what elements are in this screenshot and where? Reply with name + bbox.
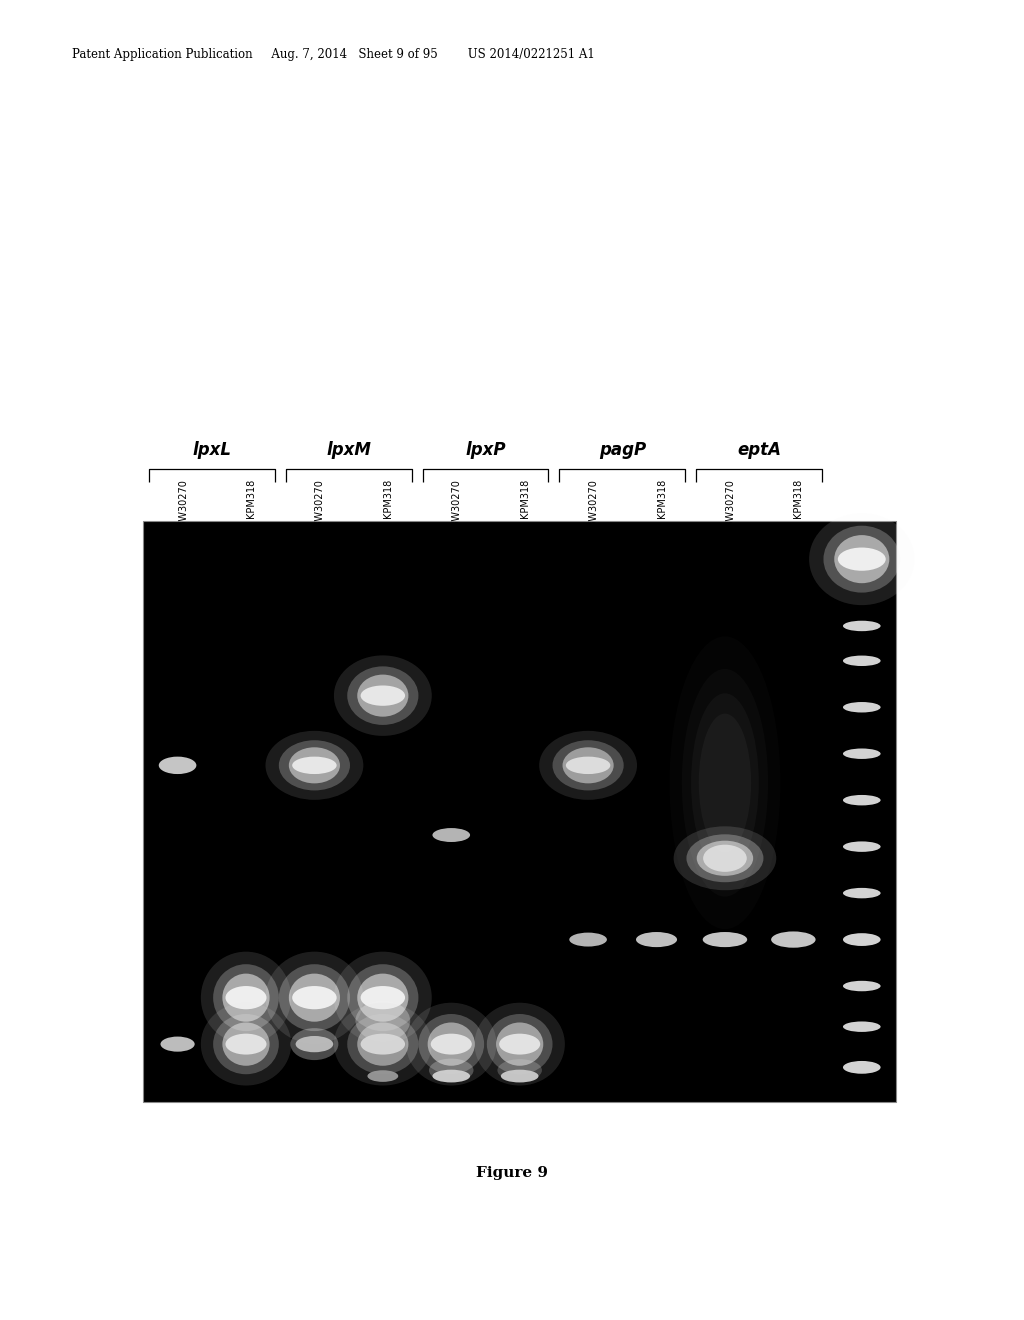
Ellipse shape bbox=[289, 974, 340, 1022]
Text: BW30270: BW30270 bbox=[725, 479, 735, 527]
Ellipse shape bbox=[486, 1014, 553, 1074]
Ellipse shape bbox=[360, 685, 406, 706]
Ellipse shape bbox=[225, 986, 266, 1010]
Ellipse shape bbox=[419, 1014, 484, 1074]
Ellipse shape bbox=[347, 964, 419, 1031]
Text: KPM318: KPM318 bbox=[246, 479, 256, 519]
Text: pagP: pagP bbox=[599, 441, 646, 459]
Ellipse shape bbox=[843, 841, 881, 851]
Ellipse shape bbox=[823, 525, 900, 593]
Text: KPM318: KPM318 bbox=[520, 479, 529, 519]
Ellipse shape bbox=[843, 1061, 881, 1073]
Ellipse shape bbox=[835, 535, 889, 583]
Ellipse shape bbox=[843, 1022, 881, 1032]
Text: lpxP: lpxP bbox=[465, 441, 506, 459]
Ellipse shape bbox=[222, 1023, 269, 1065]
Ellipse shape bbox=[843, 656, 881, 667]
Ellipse shape bbox=[201, 1003, 291, 1085]
Ellipse shape bbox=[347, 1014, 419, 1074]
Text: BW30270: BW30270 bbox=[177, 479, 187, 527]
Text: lpxM: lpxM bbox=[327, 441, 371, 459]
Ellipse shape bbox=[566, 756, 610, 774]
Ellipse shape bbox=[161, 1036, 195, 1052]
Ellipse shape bbox=[357, 1023, 409, 1065]
Ellipse shape bbox=[809, 513, 914, 605]
Text: KPM318: KPM318 bbox=[383, 479, 393, 519]
Ellipse shape bbox=[499, 1034, 541, 1055]
Ellipse shape bbox=[279, 741, 350, 791]
Text: KPM318: KPM318 bbox=[794, 479, 804, 519]
Ellipse shape bbox=[496, 1023, 544, 1065]
Ellipse shape bbox=[569, 933, 607, 946]
Ellipse shape bbox=[686, 834, 764, 882]
Ellipse shape bbox=[360, 1034, 406, 1055]
Ellipse shape bbox=[292, 756, 337, 774]
Ellipse shape bbox=[698, 714, 752, 851]
Ellipse shape bbox=[703, 845, 746, 871]
Ellipse shape bbox=[474, 1003, 565, 1085]
Ellipse shape bbox=[291, 1028, 338, 1060]
Ellipse shape bbox=[368, 1071, 398, 1082]
Ellipse shape bbox=[553, 741, 624, 791]
Text: BW30270: BW30270 bbox=[452, 479, 461, 527]
Ellipse shape bbox=[431, 1034, 472, 1055]
Ellipse shape bbox=[201, 952, 291, 1044]
Ellipse shape bbox=[674, 826, 776, 890]
Text: KPM318: KPM318 bbox=[656, 479, 667, 519]
Ellipse shape bbox=[279, 964, 350, 1031]
Ellipse shape bbox=[355, 1001, 411, 1041]
Ellipse shape bbox=[843, 620, 881, 631]
Ellipse shape bbox=[498, 1059, 542, 1081]
Ellipse shape bbox=[691, 693, 759, 873]
Ellipse shape bbox=[265, 952, 364, 1044]
Ellipse shape bbox=[696, 841, 754, 876]
Ellipse shape bbox=[225, 1034, 266, 1055]
Ellipse shape bbox=[334, 656, 432, 735]
Text: lpxL: lpxL bbox=[193, 441, 231, 459]
Ellipse shape bbox=[360, 986, 406, 1010]
Ellipse shape bbox=[771, 932, 815, 948]
Ellipse shape bbox=[296, 1036, 333, 1052]
Ellipse shape bbox=[213, 964, 279, 1031]
Ellipse shape bbox=[843, 702, 881, 713]
Ellipse shape bbox=[501, 1069, 539, 1082]
Ellipse shape bbox=[407, 1003, 497, 1085]
Ellipse shape bbox=[334, 952, 432, 1044]
Ellipse shape bbox=[540, 731, 637, 800]
Ellipse shape bbox=[432, 828, 470, 842]
Ellipse shape bbox=[357, 974, 409, 1022]
Ellipse shape bbox=[428, 1023, 475, 1065]
Ellipse shape bbox=[289, 747, 340, 783]
Ellipse shape bbox=[432, 1069, 470, 1082]
Text: BW30270: BW30270 bbox=[588, 479, 598, 527]
Ellipse shape bbox=[702, 932, 748, 948]
Ellipse shape bbox=[843, 933, 881, 946]
Ellipse shape bbox=[429, 1059, 473, 1082]
Ellipse shape bbox=[670, 636, 780, 929]
Ellipse shape bbox=[843, 888, 881, 899]
Ellipse shape bbox=[334, 1003, 432, 1085]
Ellipse shape bbox=[838, 548, 886, 570]
Ellipse shape bbox=[357, 675, 409, 717]
Ellipse shape bbox=[265, 731, 364, 800]
Ellipse shape bbox=[843, 795, 881, 805]
Bar bbox=[143, 521, 896, 1102]
Ellipse shape bbox=[682, 669, 768, 896]
Ellipse shape bbox=[213, 1014, 279, 1074]
Ellipse shape bbox=[843, 748, 881, 759]
Ellipse shape bbox=[159, 756, 197, 774]
Text: Patent Application Publication     Aug. 7, 2014   Sheet 9 of 95        US 2014/0: Patent Application Publication Aug. 7, 2… bbox=[72, 48, 594, 61]
Text: eptA: eptA bbox=[737, 441, 781, 459]
Ellipse shape bbox=[562, 747, 613, 783]
Ellipse shape bbox=[222, 974, 269, 1022]
Ellipse shape bbox=[843, 981, 881, 991]
Ellipse shape bbox=[636, 932, 677, 948]
Text: Figure 9: Figure 9 bbox=[476, 1167, 548, 1180]
Text: BW30270: BW30270 bbox=[314, 479, 325, 527]
Ellipse shape bbox=[347, 667, 419, 725]
Ellipse shape bbox=[292, 986, 337, 1010]
